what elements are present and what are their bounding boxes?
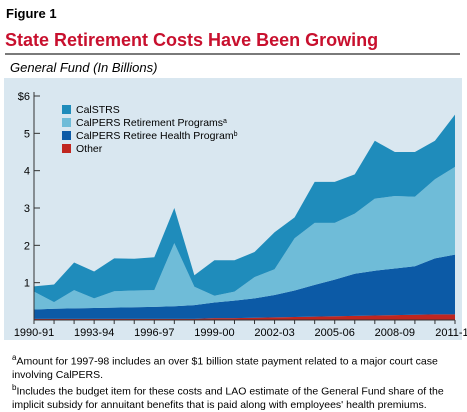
legend-swatch [62, 144, 71, 153]
legend-label-superscript: a [223, 118, 227, 125]
y-tick-label: 4 [24, 166, 30, 178]
area-series-other [34, 314, 455, 320]
y-tick-label: 2 [24, 240, 30, 252]
y-tick-label: 1 [24, 278, 30, 290]
legend-label: CalSTRS [76, 104, 120, 116]
legend-label: CalPERS Retirement Programsa [76, 117, 227, 129]
footnote-b-marker: b [12, 383, 17, 392]
x-tick-label: 2005-06 [315, 327, 355, 339]
legend-label-superscript: b [234, 131, 238, 138]
chart-subtitle: General Fund (In Billions) [10, 60, 158, 75]
x-tick-label: 1999-00 [194, 327, 234, 339]
x-tick-label: 1990-91 [14, 327, 54, 339]
y-tick-label: 5 [24, 128, 30, 140]
area-series-calpers-retiree-health-program [34, 254, 455, 319]
figure-label: Figure 1 [6, 6, 57, 21]
area-series-calpers-retirement-programs [34, 166, 455, 310]
title-divider [5, 53, 460, 55]
footnote-b: bIncludes the budget item for these cost… [12, 381, 458, 412]
x-tick-label: 2008-09 [375, 327, 415, 339]
footnote-b-text: Includes the budget item for these costs… [12, 385, 444, 411]
footnote-a: aAmount for 1997-98 includes an over $1 … [12, 351, 458, 382]
footnote-a-marker: a [12, 353, 17, 362]
chart-title: State Retirement Costs Have Been Growing [5, 30, 379, 50]
area-series-calstrs [34, 114, 455, 303]
legend-label: CalPERS Retiree Health Programb [76, 130, 238, 142]
y-tick-label: 3 [24, 203, 30, 215]
y-tick-label: $6 [18, 91, 30, 103]
x-tick-label: 1996-97 [134, 327, 174, 339]
x-tick-label: 1993-94 [74, 327, 114, 339]
legend-swatch [62, 105, 71, 114]
footnote-a-text: Amount for 1997-98 includes an over $1 b… [12, 355, 438, 381]
x-tick-label: 2002-03 [254, 327, 294, 339]
x-tick-label: 2011-12 [435, 327, 467, 339]
legend-label: Other [76, 143, 103, 155]
legend-swatch [62, 118, 71, 127]
legend-swatch [62, 131, 71, 140]
